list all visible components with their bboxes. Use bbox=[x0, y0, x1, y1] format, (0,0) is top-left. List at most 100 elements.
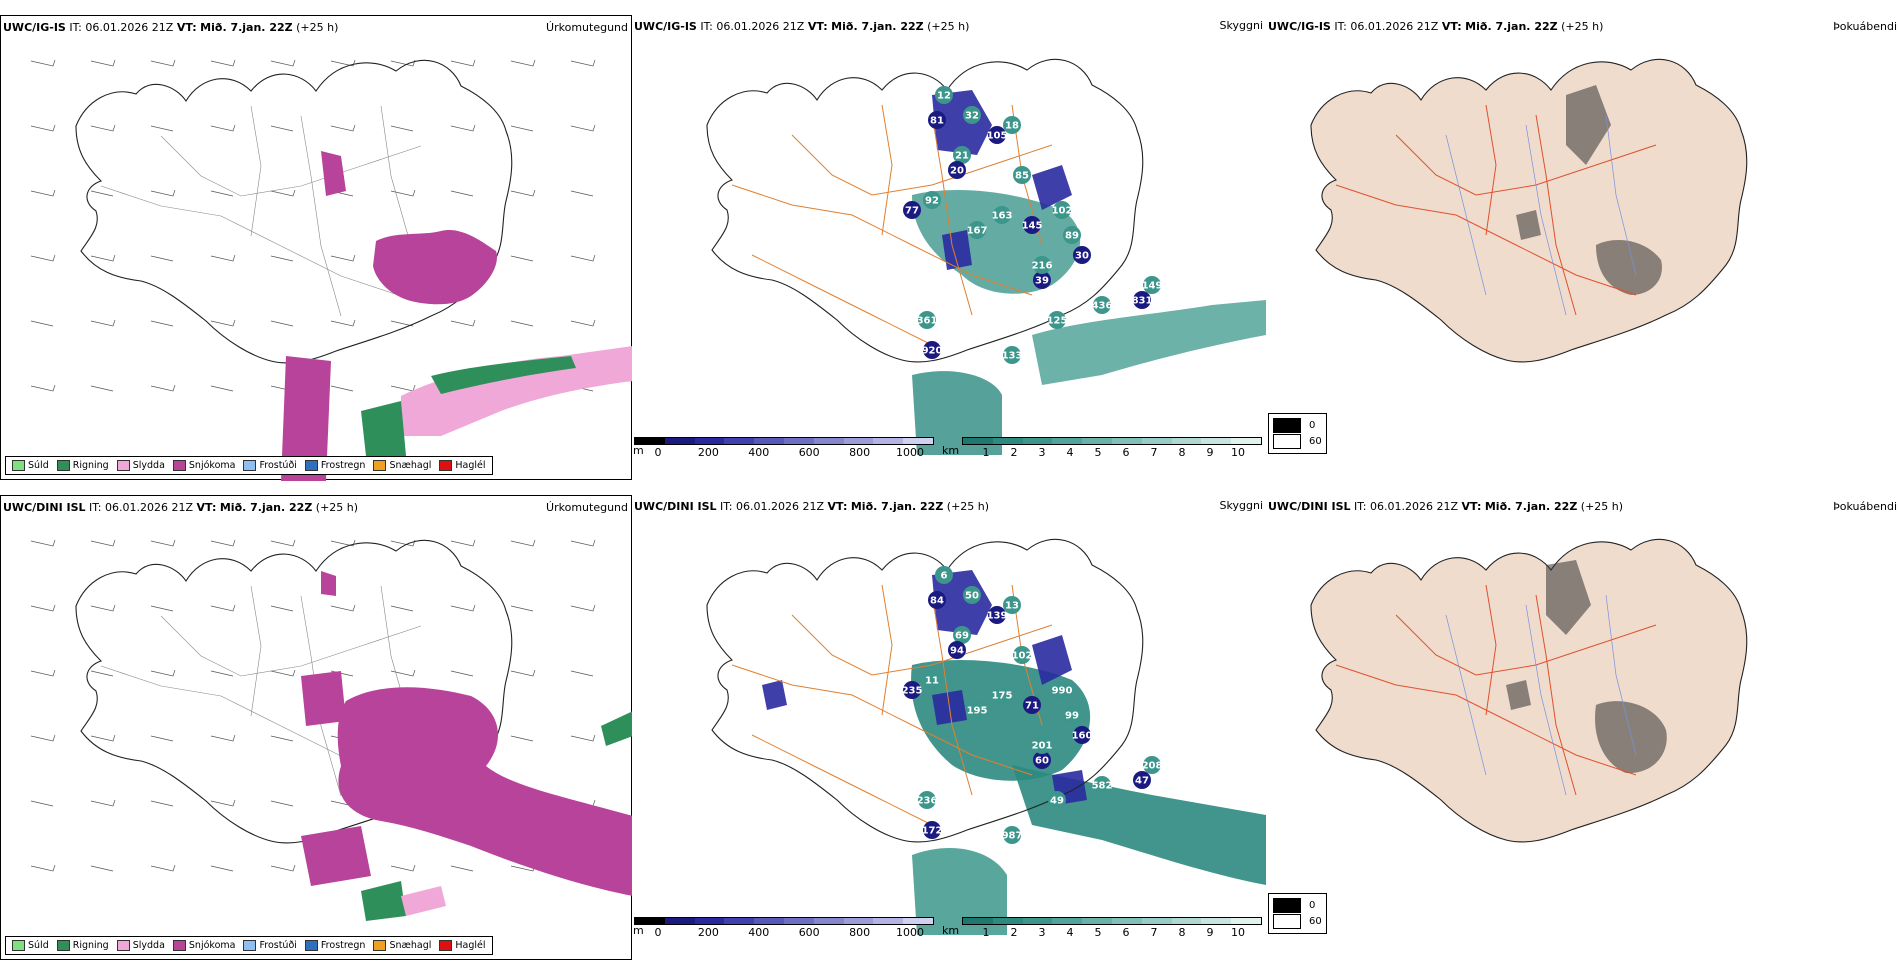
cloud-field-name-row2: Skyggni bbox=[1219, 499, 1263, 512]
vis-tick-label: 6 bbox=[1122, 446, 1130, 459]
legend-item-slydda: Slydda bbox=[116, 460, 165, 471]
legend-item-frostudi: Frostúði bbox=[243, 940, 297, 951]
vis-tick-label: 10 bbox=[1231, 926, 1245, 939]
vis-value-label: 39 bbox=[1035, 276, 1049, 287]
fog-white-swatch-icon bbox=[1273, 434, 1301, 449]
legend-item-slydda: Slydda bbox=[116, 940, 165, 951]
vis-label-marker bbox=[963, 106, 981, 124]
vis-value-label: 49 bbox=[1050, 796, 1064, 807]
cloud-panel-row2: 84 6 50 139 13 69 94 102 11 235 175 195 71 990 99 60 236… bbox=[632, 495, 1266, 960]
vis-label-marker bbox=[963, 586, 981, 604]
legend-item-snjokoma: Snjókoma bbox=[172, 460, 235, 471]
ceiling-color-step bbox=[694, 918, 725, 924]
vis-color-step bbox=[1111, 918, 1142, 924]
vis-value-label: 831 bbox=[1132, 296, 1153, 307]
fog-legend-row2: 0 60 bbox=[1268, 893, 1327, 934]
vis-color-step bbox=[1052, 438, 1083, 444]
vis-label-marker bbox=[928, 111, 946, 129]
vis-colorbar-row2: 1 2 3 4 5 6 7 8 9 10 km bbox=[942, 917, 1262, 939]
fog-map-row1 bbox=[1310, 58, 1748, 363]
ceiling-tick-label: 0 bbox=[654, 446, 662, 459]
precip-field-name-row1: Úrkomutegund bbox=[546, 21, 628, 34]
fog-legend-item-0: 0 bbox=[1273, 418, 1322, 433]
vis-label-marker bbox=[923, 671, 941, 689]
ceiling-color-step bbox=[664, 918, 695, 924]
vis-tick-label: 6 bbox=[1122, 926, 1130, 939]
legend-item-frostregn: Frostregn bbox=[304, 940, 365, 951]
vis-value-label: 6 bbox=[941, 571, 948, 582]
vis-value-label: 32 bbox=[965, 111, 979, 122]
vis-label-marker bbox=[923, 821, 941, 839]
ceiling-color-step bbox=[754, 438, 784, 444]
vis-value-label: 163 bbox=[992, 211, 1013, 222]
ceiling-tick-label: 200 bbox=[697, 446, 719, 459]
vis-value-label: 172 bbox=[922, 826, 943, 837]
sudl-swatch-icon bbox=[12, 460, 25, 471]
fog-black-swatch-icon bbox=[1273, 418, 1301, 433]
vis-color-step bbox=[992, 438, 1023, 444]
vis-label-marker bbox=[948, 641, 966, 659]
iceland-fill bbox=[1310, 538, 1748, 843]
vis-value-label: 47 bbox=[1135, 776, 1149, 787]
vis-value-label: 21 bbox=[955, 151, 969, 162]
legend-item-sudl: Súld bbox=[12, 460, 49, 471]
slydda-swatch-icon bbox=[116, 940, 130, 951]
fog-white-swatch-icon bbox=[1273, 914, 1301, 929]
cloud-title-row1: UWC/IG-IS IT: 06.01.2026 21Z VT: Mið. 7.… bbox=[634, 20, 970, 33]
vis-tick-label: 5 bbox=[1094, 446, 1102, 459]
vis-label-marker bbox=[968, 701, 986, 719]
vis-label-marker bbox=[988, 126, 1006, 144]
vis-value-label: 60 bbox=[1035, 756, 1049, 767]
ceiling-color-step bbox=[813, 918, 844, 924]
vis-color-step bbox=[1171, 918, 1202, 924]
vis-value-label: 149 bbox=[1142, 281, 1163, 292]
precip-title-row2: UWC/DINI ISL IT: 06.01.2026 21Z VT: Mið.… bbox=[3, 501, 359, 514]
vis-tick-label: 9 bbox=[1206, 926, 1214, 939]
vis-value-label: 105 bbox=[987, 131, 1008, 142]
vis-tick-label: 10 bbox=[1231, 446, 1245, 459]
vis-value-label: 201 bbox=[1032, 741, 1053, 752]
vis-label-marker bbox=[1063, 706, 1081, 724]
vis-label-marker bbox=[1013, 646, 1031, 664]
vis-color-step bbox=[1231, 438, 1261, 444]
precip-legend-row1: Súld Rigning Slydda Snjókoma Frostúði Fr… bbox=[5, 456, 493, 475]
ceiling-tick-label: 1000 bbox=[896, 926, 924, 939]
vis-label-marker bbox=[1003, 116, 1021, 134]
vis-value-label: 84 bbox=[930, 596, 944, 607]
road-network bbox=[1335, 104, 1657, 316]
vis-tick-label: 3 bbox=[1038, 446, 1046, 459]
snow-area-2 bbox=[321, 151, 346, 196]
fog-panel-row1: UWC/IG-IS IT: 06.01.2026 21Z VT: Mið. 7.… bbox=[1266, 15, 1900, 480]
snow-area-2 bbox=[301, 571, 346, 726]
vis-label-marker bbox=[1053, 201, 1071, 219]
vis-value-label: 69 bbox=[955, 631, 969, 642]
vis-label-marker bbox=[988, 606, 1006, 624]
precip-title-row1: UWC/IG-IS IT: 06.01.2026 21Z VT: Mið. 7.… bbox=[3, 21, 339, 34]
vis-value-label: 139 bbox=[987, 611, 1008, 622]
vis-label-marker bbox=[953, 146, 971, 164]
vis-value-label: 236 bbox=[917, 796, 938, 807]
river-network bbox=[1445, 594, 1637, 796]
rain-area bbox=[361, 356, 576, 456]
vis-value-label: 50 bbox=[965, 591, 979, 602]
ceiling-tick-label: 400 bbox=[748, 446, 770, 459]
vis-label-marker bbox=[1003, 346, 1021, 364]
ceiling-color-step bbox=[664, 438, 695, 444]
ceiling-color-step bbox=[635, 438, 665, 444]
vis-value-label: 920 bbox=[922, 346, 943, 357]
vis-tick-label: 1 bbox=[982, 446, 990, 459]
vis-color-step bbox=[1022, 918, 1053, 924]
rigning-swatch-icon bbox=[56, 460, 70, 471]
ceiling-colorbar-row1: 0 200 400 600 800 1000 m bbox=[633, 437, 934, 459]
vis-label-marker bbox=[918, 791, 936, 809]
ceiling-color-step bbox=[694, 438, 725, 444]
vis-value-label: 85 bbox=[1015, 171, 1029, 182]
snow-area-1 bbox=[373, 230, 497, 305]
ceiling-colorbar-row2: 0 200 400 600 800 1000 m bbox=[633, 917, 934, 939]
vis-label-marker bbox=[1033, 751, 1051, 769]
vis-value-label: 89 bbox=[1065, 231, 1079, 242]
vis-value-label: 77 bbox=[905, 206, 919, 217]
vis-label-marker bbox=[903, 681, 921, 699]
